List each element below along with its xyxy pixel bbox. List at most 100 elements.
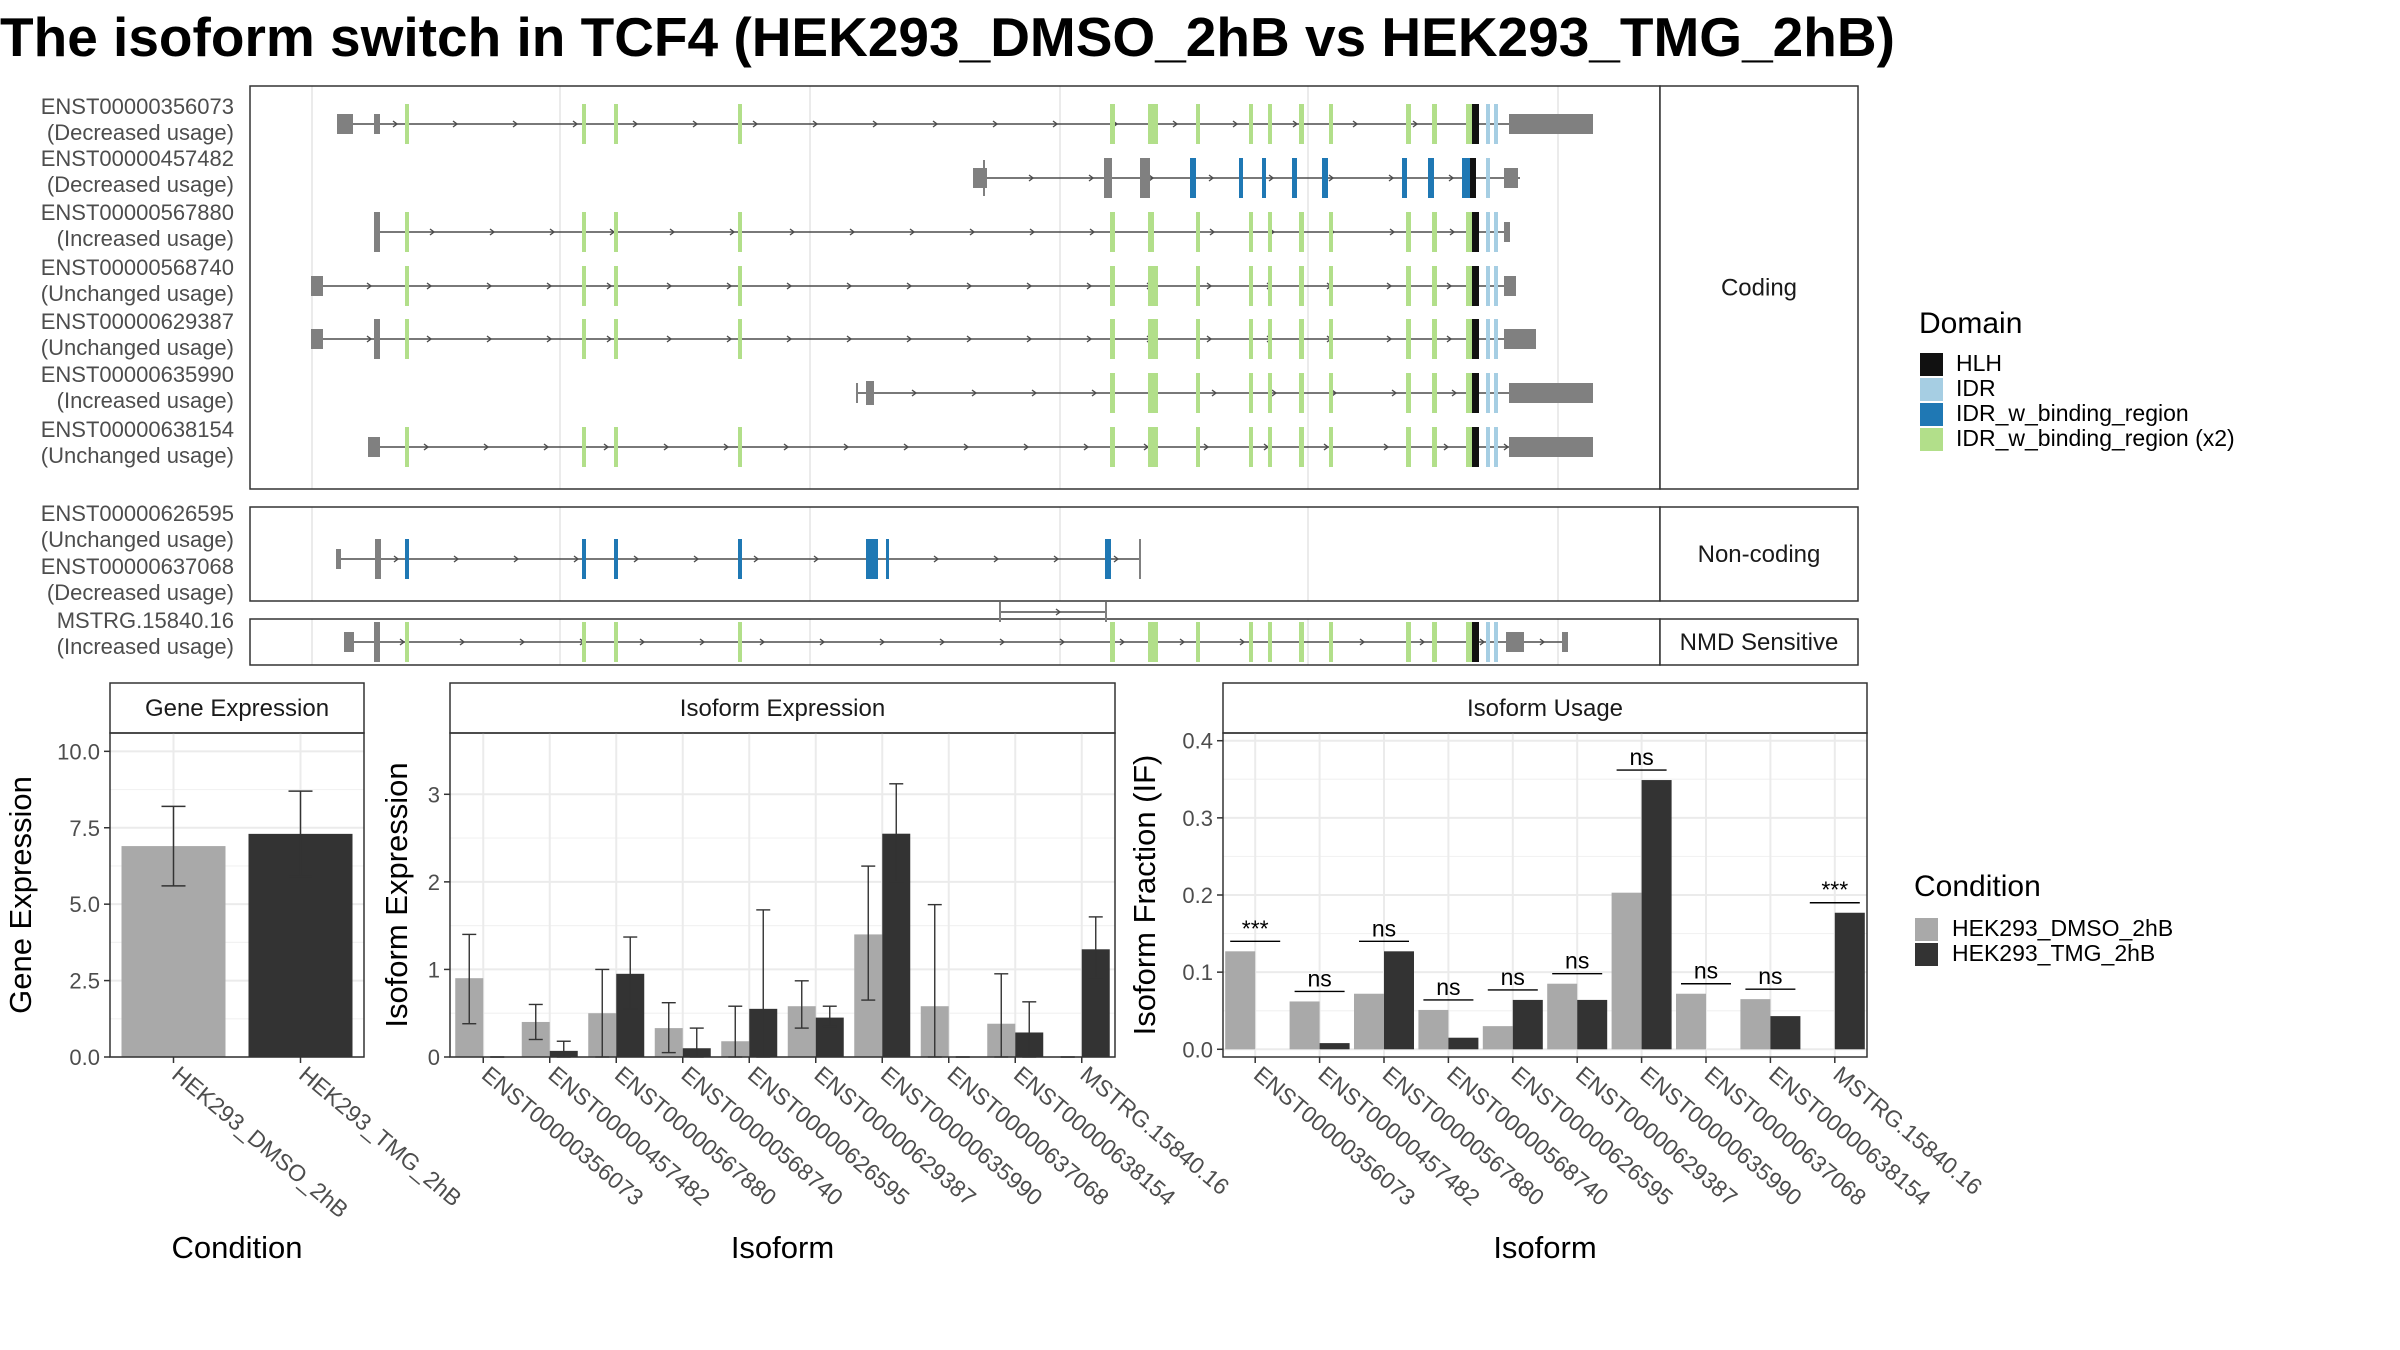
bar [1319, 1043, 1350, 1050]
y-tick-label: 0.3 [1182, 806, 1213, 831]
exon [1249, 104, 1253, 144]
bar [1834, 912, 1865, 1050]
strand-arrow [909, 228, 916, 236]
strand-arrow [459, 638, 466, 646]
significance-label: ns [1307, 965, 1331, 991]
strand-arrow [963, 443, 970, 451]
strand-arrow [486, 282, 493, 290]
domain-legend-label: HLH [1956, 350, 2002, 376]
transcript-usage: (Increased usage) [57, 634, 234, 659]
exon [1428, 158, 1434, 198]
exon [405, 104, 409, 144]
exon [1268, 319, 1272, 359]
strand-arrow [1208, 174, 1215, 182]
strand-arrow [1391, 389, 1398, 397]
strand-arrow [519, 638, 526, 646]
exon [1329, 212, 1333, 252]
significance-label: ns [1565, 948, 1589, 974]
structure-group-0: Coding [249, 85, 1859, 490]
strip-box [1222, 682, 1868, 734]
exon [1466, 373, 1472, 413]
strand-arrow [1172, 120, 1179, 128]
strand-arrow [723, 443, 730, 451]
transcript-id: ENST00000637068 [41, 554, 234, 579]
exon [614, 266, 618, 306]
strand-arrow [1389, 228, 1396, 236]
y-tick-label: 0.0 [1182, 1037, 1213, 1062]
transcript-id: ENST00000638154 [41, 417, 234, 442]
strand-arrow [632, 120, 639, 128]
y-axis-title: Isoform Fraction (IF) [1127, 755, 1162, 1036]
strand-arrow [1086, 282, 1093, 290]
strand-arrow [1029, 228, 1036, 236]
transcript-id: ENST00000635990 [41, 362, 234, 387]
transcript-row: MSTRG.15840.16(Increased usage) [57, 608, 1568, 662]
panel-border [109, 732, 365, 1058]
y-tick-label: 0 [428, 1045, 440, 1070]
y-tick-label: 0.2 [1182, 883, 1213, 908]
strand-arrow [1239, 638, 1246, 646]
strand-arrow [933, 555, 940, 563]
strand-arrow [783, 443, 790, 451]
strand-arrow [1023, 443, 1030, 451]
strip-box [1659, 618, 1859, 666]
strand-arrow [1331, 389, 1338, 397]
domain-legend-key [1920, 378, 1943, 401]
exon [1432, 212, 1437, 252]
strand-arrow [1268, 174, 1275, 182]
exon [1494, 373, 1498, 413]
bar [1418, 1009, 1449, 1050]
strand-arrow [543, 443, 550, 451]
strip-box [1659, 85, 1859, 490]
strand-arrow [1292, 120, 1299, 128]
y-axis-title: Isoform Expression [379, 762, 414, 1027]
exon [1148, 104, 1158, 144]
strand-arrow [1059, 638, 1066, 646]
condition-legend-label: HEK293_TMG_2hB [1952, 940, 2155, 966]
exon [738, 266, 742, 306]
exon [1466, 266, 1472, 306]
strand-arrow [573, 555, 580, 563]
y-tick-label: 7.5 [69, 816, 100, 841]
bar [1577, 999, 1608, 1050]
strand-arrow [453, 555, 460, 563]
strand-arrow [726, 282, 733, 290]
strand-arrow [572, 120, 579, 128]
strand-arrow [1386, 282, 1393, 290]
strand-arrow [663, 443, 670, 451]
exon [1148, 212, 1154, 252]
transcript-id: ENST00000356073 [41, 94, 234, 119]
panel-border [249, 506, 1661, 602]
strand-arrow [489, 228, 496, 236]
strand-arrow [426, 282, 433, 290]
strand-arrow [1446, 335, 1453, 343]
transcript-usage: (Unchanged usage) [41, 527, 234, 552]
strand-arrow [1271, 389, 1278, 397]
exon [1486, 104, 1490, 144]
transcript-row: ENST00000637068(Decreased usage) [41, 554, 1107, 622]
strand-arrow [1479, 638, 1486, 646]
exon [1509, 383, 1593, 403]
exon [1196, 373, 1200, 413]
domain-legend-label: IDR [1956, 375, 1996, 401]
strand-arrow [1206, 335, 1213, 343]
strand-arrow [606, 282, 613, 290]
exon [1196, 427, 1200, 467]
y-axis-title: Gene Expression [3, 776, 38, 1014]
domain-legend-key [1920, 353, 1943, 376]
exon [582, 266, 586, 306]
strip-box [109, 682, 365, 734]
exon [582, 212, 586, 252]
strand-arrow [393, 555, 400, 563]
strand-arrow [1088, 174, 1095, 182]
strand-arrow [1386, 335, 1393, 343]
strand-arrow [729, 228, 736, 236]
strand-arrow [879, 638, 886, 646]
bar [1547, 983, 1578, 1050]
strand-arrow [813, 555, 820, 563]
exon [1249, 319, 1253, 359]
strand-arrow [1209, 228, 1216, 236]
exon [344, 632, 354, 652]
exon [311, 276, 323, 296]
strand-arrow [1083, 443, 1090, 451]
